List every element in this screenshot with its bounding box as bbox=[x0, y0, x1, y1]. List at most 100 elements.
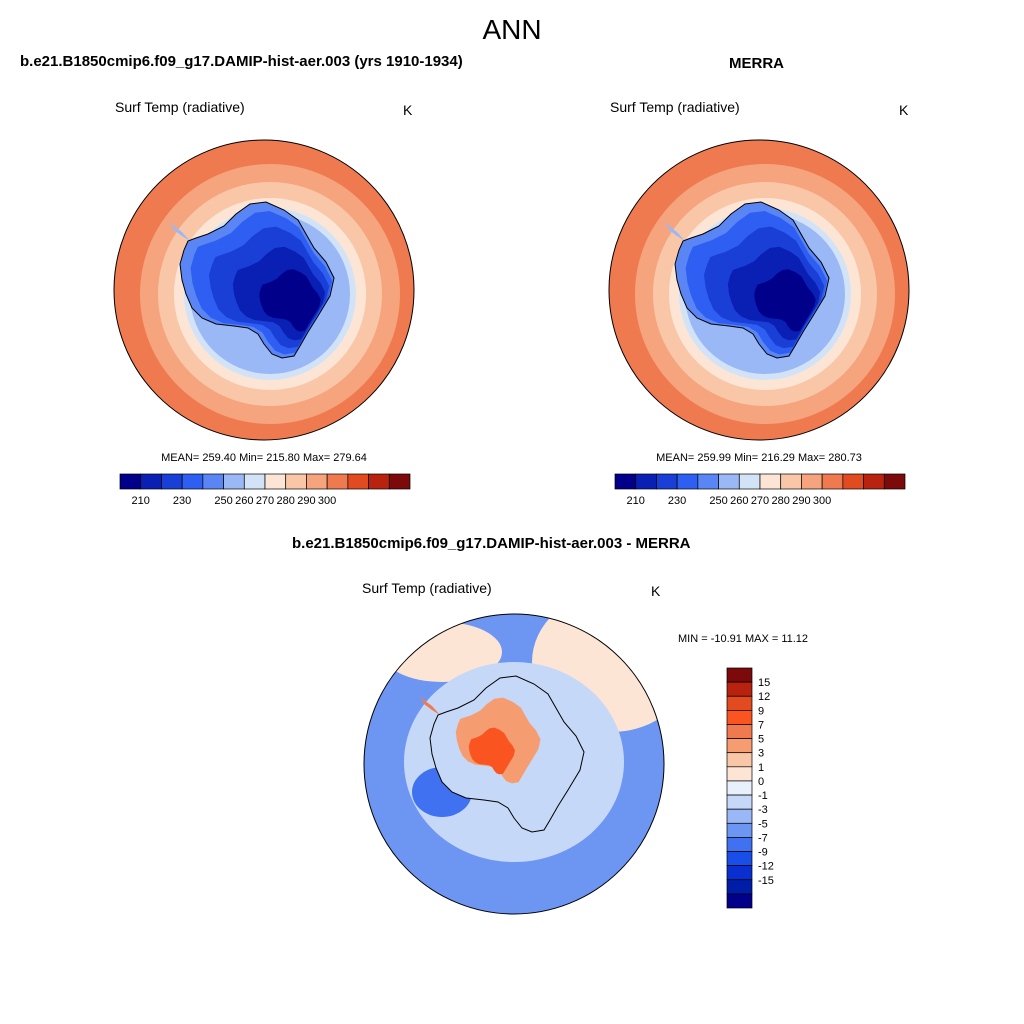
ice-sheet-contour bbox=[754, 269, 816, 332]
colorbar-bin bbox=[726, 724, 753, 739]
colorbar-bin bbox=[119, 473, 142, 490]
panel-2-units: K bbox=[899, 102, 909, 118]
panel-1-polar-map bbox=[113, 139, 415, 441]
colorbar-tick-label: 250 bbox=[709, 495, 727, 507]
peninsula bbox=[665, 222, 685, 241]
colorbar-bin bbox=[821, 473, 844, 490]
panel-2-stats: MEAN= 259.99 Min= 216.29 Max= 280.73 bbox=[656, 452, 862, 464]
panel-3-variable: Surf Temp (radiative) bbox=[362, 580, 492, 596]
colorbar-tick-label: 280 bbox=[277, 495, 295, 507]
peninsula bbox=[420, 696, 440, 715]
panel-3-colorbar: 15 12 9 7 5 3 1 0 -1 -3 -5 -7 -9 -12 -15 bbox=[726, 667, 774, 909]
colorbar-tick-label: 230 bbox=[173, 495, 191, 507]
colorbar-bin bbox=[676, 473, 699, 490]
colorbar-bin bbox=[140, 473, 162, 490]
colorbar-bin bbox=[726, 667, 753, 683]
colorbar-tick-label: 1 bbox=[758, 762, 764, 774]
colorbar-tick-label: 270 bbox=[751, 495, 769, 507]
colorbar-tick-label: 230 bbox=[668, 495, 686, 507]
colorbar-bin bbox=[161, 473, 183, 490]
colorbar-bin bbox=[368, 473, 390, 490]
colorbar-bin bbox=[726, 695, 753, 711]
figure-suptitle: ANN bbox=[482, 14, 542, 45]
map-boundary bbox=[608, 139, 910, 441]
panel-3-stats: MIN = -10.91 MAX = 11.12 bbox=[678, 633, 809, 645]
panel-1-variable: Surf Temp (radiative) bbox=[115, 99, 245, 115]
colorbar-tick-label: 7 bbox=[758, 720, 764, 732]
colorbar-tick-label: 300 bbox=[813, 495, 831, 507]
coastline bbox=[179, 201, 335, 359]
colorbar-tick-label: 260 bbox=[235, 495, 253, 507]
colorbar-tick-label: -9 bbox=[758, 847, 768, 859]
colorbar-bin bbox=[726, 865, 753, 881]
panel-2-title: MERRA bbox=[729, 55, 784, 72]
map-boundary bbox=[113, 139, 415, 441]
colorbar-bin bbox=[726, 752, 753, 768]
colorbar-bin bbox=[726, 837, 753, 852]
panel-2-colorbar: 210 230 250 260 270 280 290 300 bbox=[614, 473, 906, 507]
colorbar-bin bbox=[726, 780, 753, 796]
colorbar-bin bbox=[656, 473, 678, 490]
colorbar-tick-label: 280 bbox=[772, 495, 790, 507]
panel-3-polar-map bbox=[363, 613, 665, 915]
colorbar-bin bbox=[223, 473, 245, 490]
panel-1-units: K bbox=[403, 102, 413, 118]
ice-sheet-contour bbox=[259, 269, 321, 332]
colorbar-bin bbox=[780, 473, 802, 490]
colorbar-tick-label: 290 bbox=[792, 495, 810, 507]
colorbar-tick-label: 3 bbox=[758, 748, 764, 760]
colorbar-bin bbox=[697, 473, 719, 490]
colorbar-bin bbox=[726, 738, 753, 754]
peninsula bbox=[170, 222, 190, 241]
map-boundary bbox=[363, 613, 665, 915]
colorbar-tick-label: 0 bbox=[758, 776, 764, 788]
colorbar-tick-label: 9 bbox=[758, 705, 764, 717]
panel-1-colorbar: 210 230 250 260 270 280 290 300 bbox=[119, 473, 411, 507]
panel-2-polar-map bbox=[608, 139, 910, 441]
colorbar-tick-label: 260 bbox=[730, 495, 748, 507]
colorbar-tick-label: 210 bbox=[132, 495, 150, 507]
colorbar-tick-label: -1 bbox=[758, 790, 768, 802]
colorbar-bin bbox=[181, 473, 204, 490]
colorbar-bin bbox=[726, 681, 753, 697]
colorbar-bin bbox=[726, 709, 753, 725]
colorbar-bin bbox=[883, 473, 906, 490]
colorbar-tick-label: 12 bbox=[758, 691, 770, 703]
colorbar-bin bbox=[614, 473, 637, 490]
panel-2-variable: Surf Temp (radiative) bbox=[610, 99, 740, 115]
panel-1-stats: MEAN= 259.40 Min= 215.80 Max= 279.64 bbox=[161, 452, 367, 464]
colorbar-bin bbox=[863, 473, 885, 490]
colorbar-bin bbox=[243, 473, 266, 490]
colorbar-tick-label: 5 bbox=[758, 734, 764, 746]
colorbar-bin bbox=[347, 473, 369, 490]
panel-3-title: b.e21.B1850cmip6.f09_g17.DAMIP-hist-aer.… bbox=[292, 535, 691, 552]
colorbar-bin bbox=[842, 473, 864, 490]
colorbar-bin bbox=[718, 473, 740, 490]
colorbar-tick-label: 15 bbox=[758, 677, 770, 689]
colorbar-bin bbox=[726, 822, 753, 838]
colorbar-bin bbox=[726, 851, 753, 866]
colorbar-tick-label: 210 bbox=[627, 495, 645, 507]
colorbar-tick-label: 270 bbox=[256, 495, 274, 507]
colorbar-bin bbox=[635, 473, 657, 490]
colorbar-bin bbox=[759, 473, 782, 490]
coastline bbox=[674, 201, 830, 359]
colorbar-bin bbox=[726, 808, 753, 824]
colorbar-tick-label: -12 bbox=[758, 861, 774, 873]
colorbar-bin bbox=[801, 473, 823, 490]
coastline bbox=[429, 675, 585, 833]
colorbar-bin bbox=[285, 473, 307, 490]
colorbar-bin bbox=[326, 473, 349, 490]
colorbar-bin bbox=[388, 473, 411, 490]
colorbar-tick-label: -7 bbox=[758, 832, 768, 844]
panel-3-units: K bbox=[651, 583, 661, 599]
colorbar-tick-label: 290 bbox=[297, 495, 315, 507]
colorbar-bin bbox=[202, 473, 224, 490]
colorbar-bin bbox=[726, 766, 753, 782]
colorbar-bin bbox=[726, 794, 753, 810]
colorbar-tick-label: 300 bbox=[318, 495, 336, 507]
colorbar-bin bbox=[738, 473, 761, 490]
colorbar-bin bbox=[726, 893, 753, 909]
colorbar-tick-label: -5 bbox=[758, 818, 768, 830]
colorbar-bin bbox=[306, 473, 328, 490]
